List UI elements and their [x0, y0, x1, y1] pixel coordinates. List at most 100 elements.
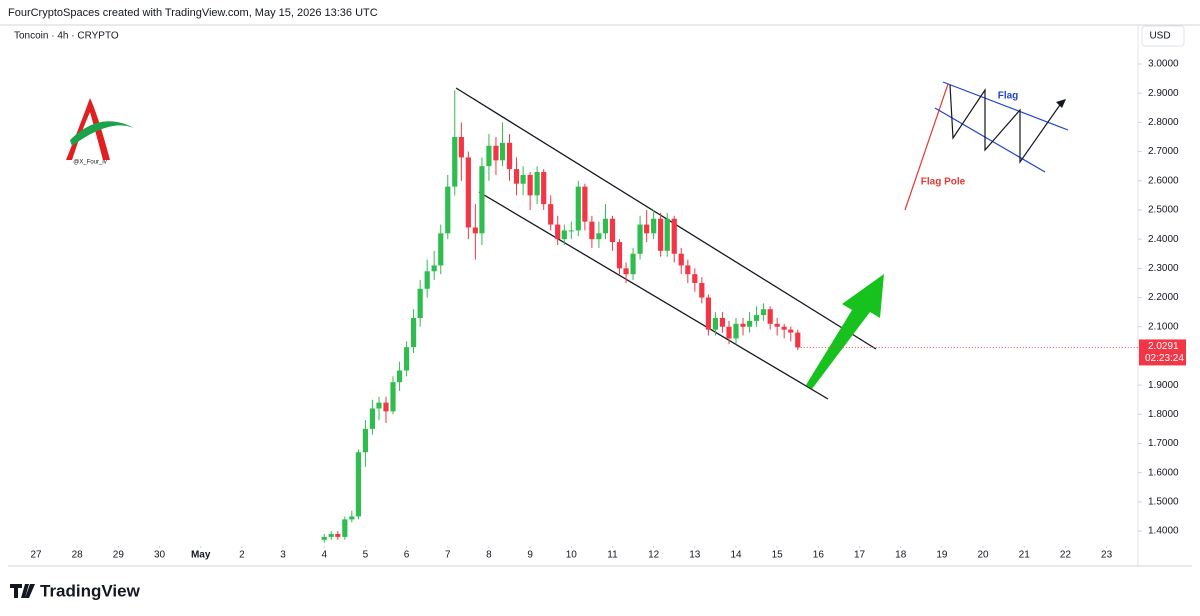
x-tick-label: 5 [363, 550, 369, 561]
y-tick-label: 1.5000 [1148, 497, 1179, 508]
candle-body [664, 218, 670, 251]
candle-body [390, 382, 396, 412]
flag-label: Flag [998, 91, 1019, 102]
candle-body [403, 347, 410, 371]
candle-body [774, 323, 780, 327]
brand-name: TradingView [40, 581, 141, 600]
candle-body [479, 166, 485, 234]
x-tick-label: 16 [813, 550, 825, 561]
y-tick-label: 1.9000 [1148, 380, 1179, 391]
y-tick-label: 3.0000 [1148, 59, 1179, 70]
candle-body [396, 370, 403, 383]
flag-diagram: Flag Flag Pole [904, 81, 1069, 211]
x-tick-label: 18 [895, 550, 907, 561]
x-tick-label: 7 [445, 550, 451, 561]
candle-body [575, 186, 581, 231]
candle-body [616, 242, 623, 269]
candle-body [355, 452, 362, 517]
x-tick-label: 19 [936, 550, 948, 561]
candle-body [602, 218, 609, 234]
x-tick-label: 10 [566, 550, 578, 561]
candle-body [699, 282, 705, 298]
candle-body [506, 142, 513, 170]
candle-body [321, 536, 327, 540]
candle-body [513, 169, 520, 184]
plot: 1.4000 1.5000 1.6000 1.7000 1.8000 1.9000 2.10… [30, 59, 1186, 561]
candle-body [658, 218, 664, 251]
candle-body [417, 288, 423, 318]
candle-body [445, 186, 451, 234]
candle-body [431, 265, 437, 272]
candle-body [369, 408, 376, 429]
x-tick-label: 3 [280, 550, 286, 561]
candle-body [740, 323, 746, 327]
candle-body [712, 317, 719, 330]
candle-body [671, 218, 677, 254]
y-tick-label: 2.2000 [1148, 292, 1179, 303]
x-tick-label: 9 [527, 550, 533, 561]
candle-body [781, 326, 787, 330]
currency-box[interactable] [1141, 25, 1185, 47]
candle-body [376, 402, 382, 409]
candle-body [520, 174, 526, 184]
candle-body [767, 309, 773, 324]
candle-body [541, 172, 547, 205]
brand: TradingView [10, 581, 141, 600]
candle-body [438, 233, 444, 266]
x-tick-label: 6 [404, 550, 410, 561]
x-tick-label: 29 [113, 550, 125, 561]
candle-body [328, 533, 334, 537]
candle-body [410, 317, 417, 348]
candle-body [705, 297, 712, 330]
y-tick-label: 2.1000 [1148, 321, 1179, 332]
x-tick-label: 23 [1101, 550, 1113, 561]
candle-body [685, 265, 691, 275]
x-tick-label: 2 [239, 550, 245, 561]
candle-body [499, 142, 506, 161]
chart-title: Toncoin · 4h · CRYPTO [14, 31, 119, 42]
x-tick-label: 20 [977, 550, 989, 561]
countdown: 02:23:24 [1145, 353, 1184, 364]
x-tick-label: 28 [72, 550, 84, 561]
candle-body [527, 174, 533, 196]
x-tick-label: 4 [321, 550, 327, 561]
candle-body [424, 271, 430, 289]
candle-body [362, 428, 369, 453]
y-tick-label: 2.5000 [1148, 205, 1179, 216]
last-price-tag [1139, 339, 1186, 366]
candle-body [753, 315, 760, 321]
candle-body [719, 317, 726, 327]
y-tick-label: 1.6000 [1148, 467, 1179, 478]
x-tick-label: 22 [1060, 550, 1072, 561]
candle-body [534, 172, 540, 196]
x-tick-label: 15 [772, 550, 784, 561]
candle-body [733, 323, 739, 339]
x-tick-label: 27 [30, 550, 42, 561]
candle-body [795, 332, 801, 348]
candle-body [760, 309, 767, 316]
candle-body [472, 227, 478, 234]
candle-body [609, 218, 616, 243]
y-tick-label: 2.4000 [1148, 234, 1179, 245]
currency: USD [1149, 31, 1170, 42]
channel-lower [478, 191, 829, 400]
candle-body [630, 253, 636, 275]
channel-upper [455, 87, 877, 350]
x-tick-label: May [191, 550, 211, 561]
y-tick-label: 2.6000 [1148, 175, 1179, 186]
candle-body [746, 320, 753, 327]
y-tick-label: 1.8000 [1148, 409, 1179, 420]
y-tick-label: 1.4000 [1148, 526, 1179, 537]
candle-body [555, 224, 561, 240]
y-tick-label: 2.8000 [1148, 117, 1179, 128]
x-tick-label: 13 [689, 550, 701, 561]
candle-body [383, 402, 389, 412]
candle-body [458, 136, 464, 158]
logo: @X_Four_iv [66, 98, 134, 166]
x-tick-label: 14 [730, 550, 742, 561]
candle-body [788, 329, 794, 333]
candle-body [335, 533, 341, 537]
candle-body [342, 519, 348, 537]
